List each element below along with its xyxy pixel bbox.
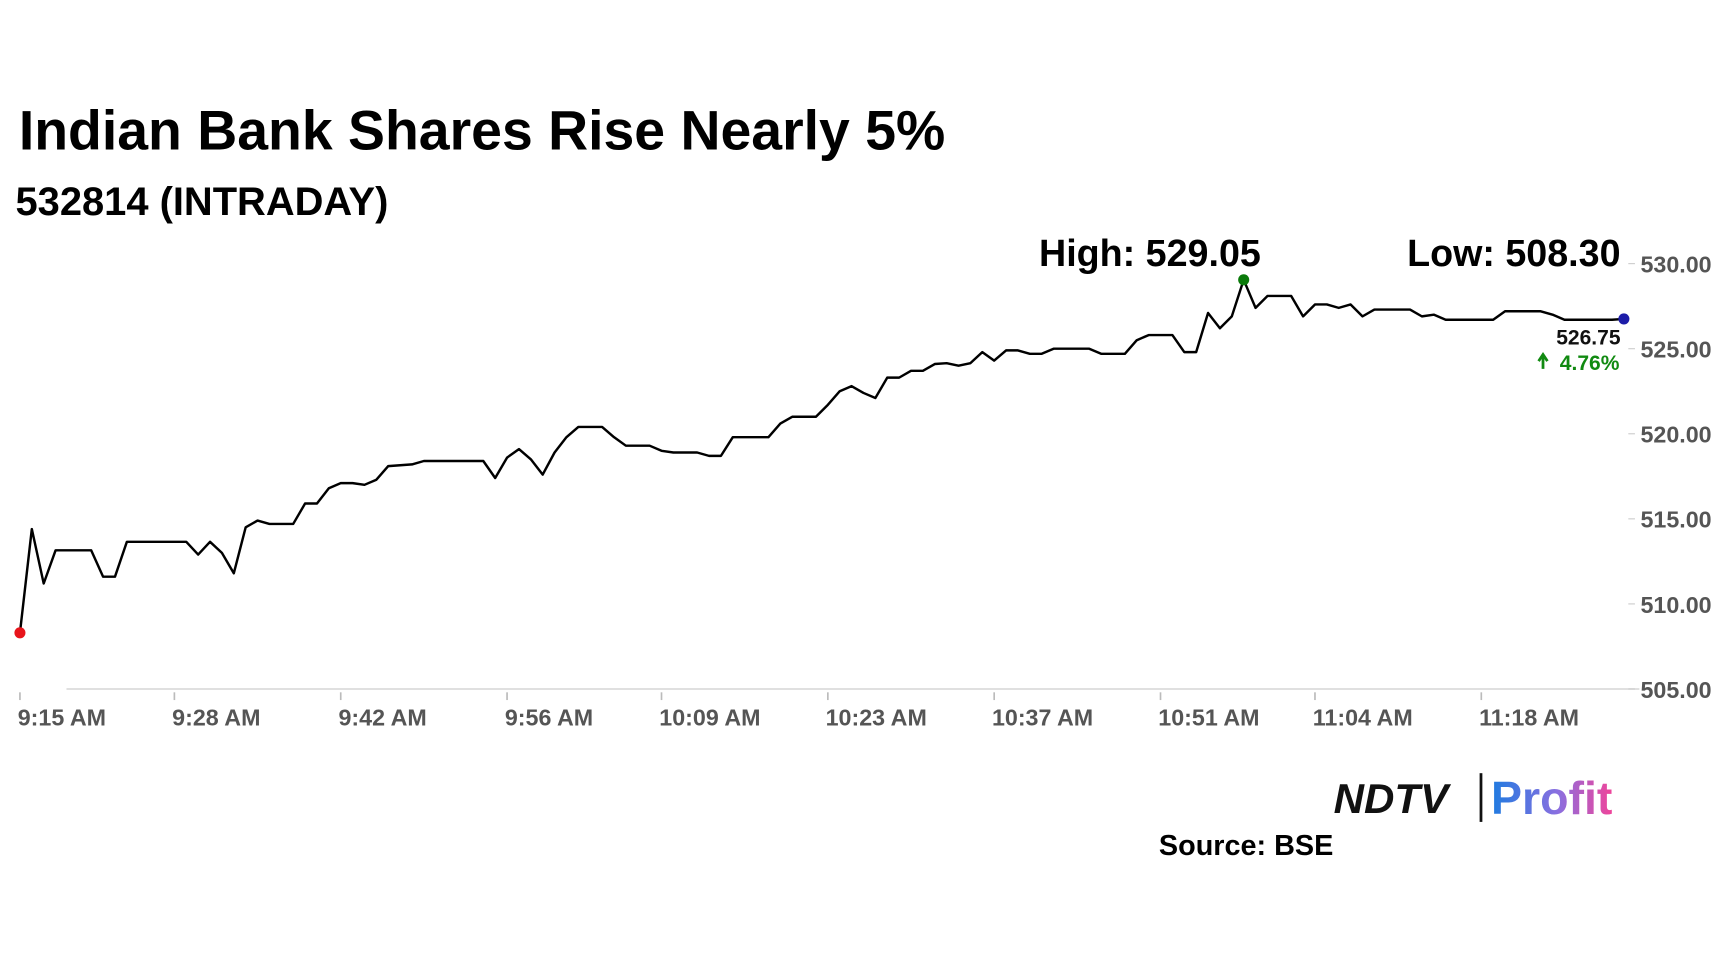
- start-marker: [14, 627, 26, 639]
- logo-ndtv: NDTV: [1334, 775, 1451, 822]
- y-tick-label: 510.00: [1640, 592, 1711, 618]
- x-tick-label: 10:23 AM: [826, 705, 927, 731]
- x-tick-label: 10:51 AM: [1158, 705, 1259, 731]
- high-marker: [1238, 274, 1250, 286]
- x-tick-label: 9:42 AM: [339, 705, 427, 731]
- up-arrow: [1537, 351, 1549, 369]
- last-value-label: 526.75: [1556, 326, 1621, 349]
- low-label: Low: 508.30: [1407, 232, 1620, 274]
- y-tick-label: 525.00: [1640, 337, 1711, 363]
- chart-title: Indian Bank Shares Rise Nearly 5%: [19, 100, 945, 162]
- y-tick-label: 530.00: [1640, 251, 1711, 277]
- x-tick-label: 11:04 AM: [1313, 705, 1413, 731]
- x-tick-label: 10:37 AM: [992, 705, 1093, 731]
- y-tick-label: 515.00: [1640, 507, 1711, 533]
- x-tick-label: 9:15 AM: [18, 705, 106, 731]
- source: Source: BSE: [1159, 830, 1333, 862]
- y-tick-label: 520.00: [1640, 422, 1711, 448]
- logo-profit: Profit: [1491, 772, 1612, 824]
- last-marker: [1618, 313, 1630, 325]
- change-label: 4.76%: [1560, 352, 1620, 375]
- high-label: High: 529.05: [1039, 232, 1261, 274]
- x-tick-label: 9:56 AM: [505, 705, 593, 731]
- chart-subtitle: 532814 (INTRADAY): [16, 180, 389, 224]
- y-tick-label: 505.00: [1640, 677, 1711, 703]
- x-tick-label: 10:09 AM: [659, 705, 760, 731]
- x-tick-label: 11:18 AM: [1479, 705, 1579, 731]
- price-line: [18, 278, 1624, 633]
- x-tick-label: 9:28 AM: [172, 705, 260, 731]
